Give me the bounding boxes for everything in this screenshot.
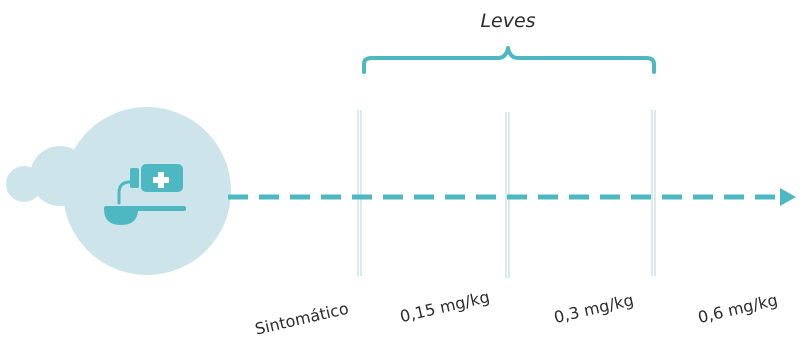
tick-labels: Sintomático 0,15 mg/kg 0,3 mg/kg 0,6 mg/… [253,287,779,339]
bracket-label: Leves [480,10,535,32]
curly-bracket [362,46,656,74]
tick-line-sintomatico [357,110,362,276]
tick-label-0-6: 0,6 mg/kg [696,290,779,327]
timeline-arrow [228,188,796,206]
tick-lines [357,110,656,278]
leves-bracket-group: Leves [362,10,656,74]
tick-label-0-3: 0,3 mg/kg [552,290,635,327]
arrowhead-icon [780,188,796,206]
medicine-bottle-spoon-icon [104,164,186,225]
tick-label-sintomatico: Sintomático [253,299,350,339]
tick-label-0-15: 0,15 mg/kg [398,287,491,326]
tick-line-0-3 [651,110,656,276]
